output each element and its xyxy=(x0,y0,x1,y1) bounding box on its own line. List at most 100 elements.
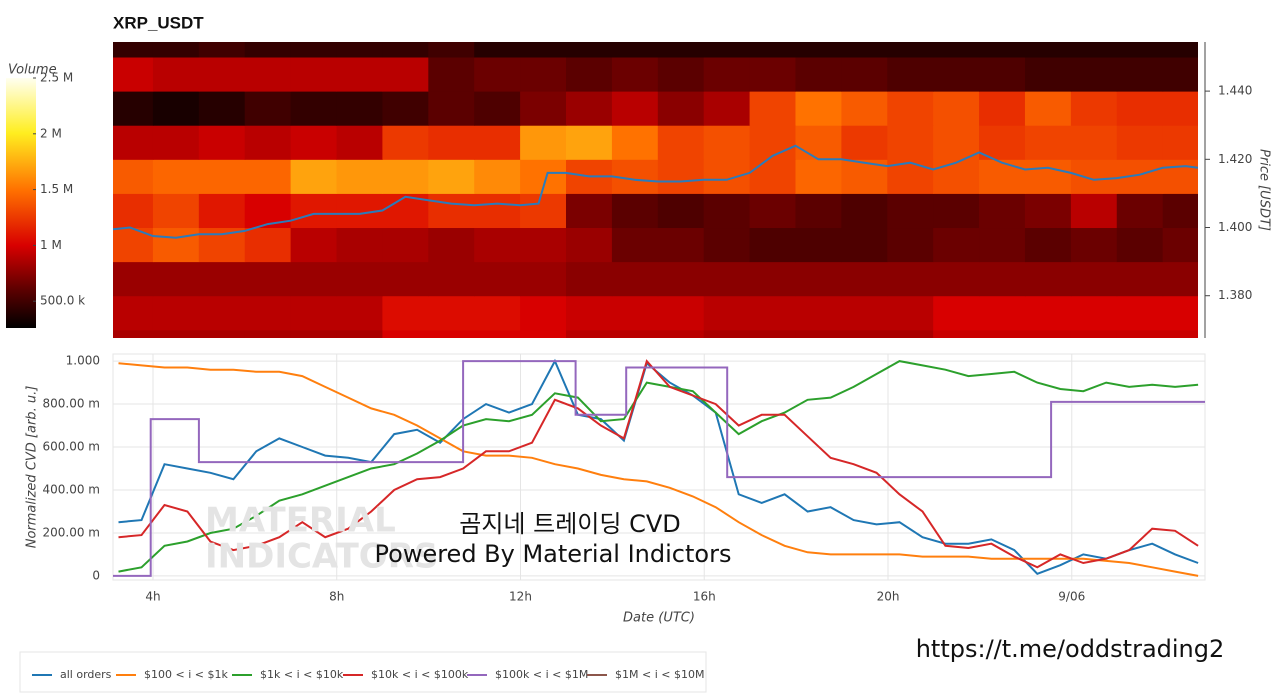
heat-cell xyxy=(336,295,383,331)
heat-cell xyxy=(703,193,751,229)
heat-cell xyxy=(1024,57,1072,92)
heat-cell xyxy=(428,329,475,338)
heat-cell xyxy=(336,159,383,194)
heat-cell xyxy=(152,91,200,126)
heat-cell xyxy=(152,295,200,331)
heat-cell xyxy=(979,125,1026,160)
heat-cell xyxy=(244,91,292,126)
heatmap xyxy=(113,42,1198,338)
heat-cell xyxy=(795,261,842,297)
y-tick-label: 1.000 xyxy=(66,354,100,368)
colorbar xyxy=(6,78,36,328)
heat-cell xyxy=(657,42,705,58)
heat-cell xyxy=(382,57,429,92)
heat-cell xyxy=(290,193,338,229)
heat-cell xyxy=(841,329,888,338)
legend-label: $100 < i < $1k xyxy=(144,668,228,681)
heat-cell xyxy=(198,91,246,126)
heat-cell xyxy=(933,261,980,297)
heat-cell xyxy=(198,159,246,194)
heat-cell xyxy=(244,329,292,338)
heat-cell xyxy=(611,295,659,331)
heat-cell xyxy=(382,261,429,297)
heat-cell xyxy=(290,125,338,160)
heat-cell xyxy=(933,329,980,338)
heat-cell xyxy=(474,227,521,263)
heat-cell xyxy=(841,57,888,92)
heat-cell xyxy=(795,42,842,58)
heat-cell xyxy=(933,159,980,194)
heat-cell xyxy=(474,193,521,229)
price-tick-label: 1.420 xyxy=(1218,152,1252,166)
y-tick-label: 800.00 m xyxy=(43,397,101,411)
heat-cell xyxy=(795,193,842,229)
x-tick-label: 20h xyxy=(877,590,900,604)
heat-cell xyxy=(887,261,934,297)
heat-cell xyxy=(1116,227,1164,263)
heat-cell xyxy=(795,57,842,92)
heat-cell xyxy=(474,261,521,297)
heat-cell xyxy=(336,125,383,160)
heat-cell xyxy=(749,329,796,338)
heat-cell xyxy=(1024,329,1072,338)
heat-cell xyxy=(979,42,1026,58)
cvd-frame xyxy=(112,353,1206,581)
colorbar-label: Volume xyxy=(8,63,57,78)
heat-cell xyxy=(244,159,292,194)
heat-cell xyxy=(611,91,659,126)
heat-cell xyxy=(520,91,567,126)
heat-cell xyxy=(703,295,751,331)
colorbar-tick-label: 2.5 M xyxy=(40,71,73,85)
heat-cell xyxy=(113,193,154,229)
heat-cell xyxy=(933,57,980,92)
heat-cell xyxy=(657,261,705,297)
heat-cell xyxy=(1116,57,1164,92)
heat-cell xyxy=(1162,42,1198,58)
y-tick-label: 600.00 m xyxy=(43,440,101,454)
heat-cell xyxy=(979,57,1026,92)
heat-cell xyxy=(657,329,705,338)
heat-cell xyxy=(198,295,246,331)
heat-cell xyxy=(244,125,292,160)
x-tick-label: 8h xyxy=(329,590,344,604)
heat-cell xyxy=(887,329,934,338)
price-tick-label: 1.440 xyxy=(1218,84,1252,98)
heat-cell xyxy=(1070,91,1118,126)
heat-cell xyxy=(428,193,475,229)
series-line xyxy=(118,359,1199,569)
heat-cell xyxy=(841,261,888,297)
heat-cell xyxy=(749,193,796,229)
y-axis-label: Normalized CVD [arb. u.] xyxy=(25,386,40,549)
y-tick-label: 0 xyxy=(92,568,100,582)
chart-title: XRP_USDT xyxy=(113,13,204,32)
heat-cell xyxy=(113,295,154,331)
heat-cell xyxy=(520,261,567,297)
heat-cell xyxy=(382,295,429,331)
heat-cell xyxy=(198,329,246,338)
heat-cell xyxy=(290,57,338,92)
heat-cell xyxy=(979,295,1026,331)
heat-cell xyxy=(703,42,751,58)
series-line xyxy=(113,360,1205,577)
annotation: Powered By Material Indictors xyxy=(375,540,732,568)
legend-label: $1k < i < $10k xyxy=(260,668,344,681)
heat-cell xyxy=(1162,125,1198,160)
heat-cell xyxy=(657,295,705,331)
heat-cell xyxy=(566,42,613,58)
heat-cell xyxy=(290,295,338,331)
heat-cell xyxy=(290,91,338,126)
heat-cell xyxy=(703,57,751,92)
heat-cell xyxy=(244,42,292,58)
heat-cell xyxy=(290,227,338,263)
x-tick-label: 9/06 xyxy=(1058,590,1085,604)
heat-cell xyxy=(887,57,934,92)
heat-cell xyxy=(152,57,200,92)
heat-cell xyxy=(520,295,567,331)
heat-cell xyxy=(336,261,383,297)
heat-cell xyxy=(428,295,475,331)
heat-cell xyxy=(428,42,475,58)
legend-label: $1M < i < $10M xyxy=(615,668,704,681)
heat-cell xyxy=(979,193,1026,229)
heat-cell xyxy=(198,125,246,160)
heat-cell xyxy=(113,329,154,338)
